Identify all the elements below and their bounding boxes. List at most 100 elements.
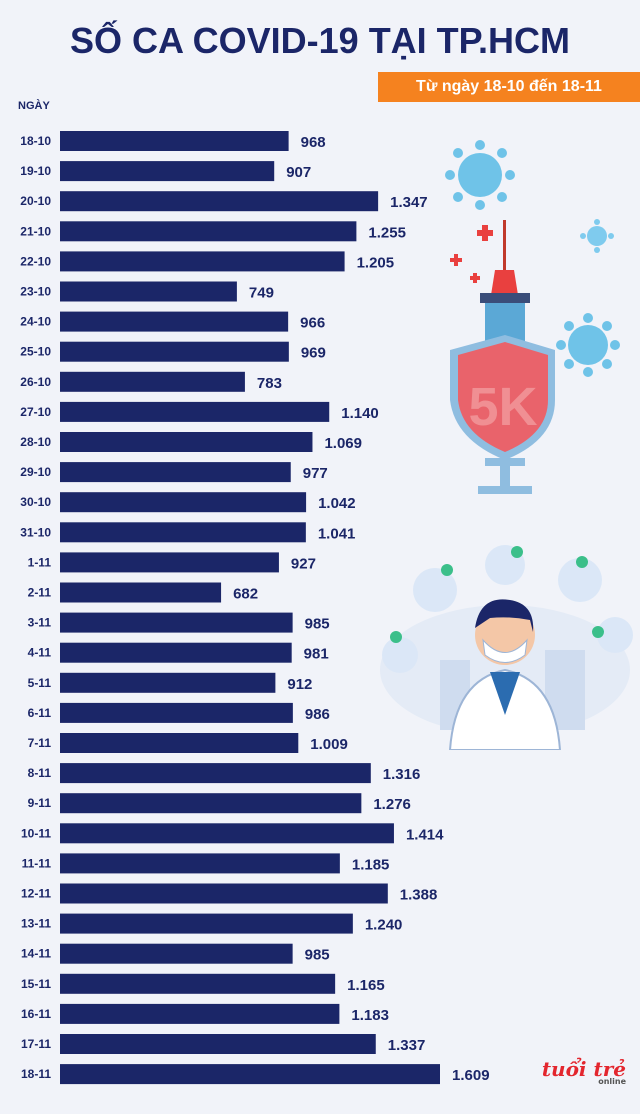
category-label: 31-10 — [20, 525, 51, 539]
value-label: 1.069 — [324, 435, 362, 452]
category-label: 7-11 — [28, 736, 52, 750]
bar — [60, 522, 306, 543]
category-label: 30-10 — [20, 495, 51, 509]
value-label: 1.140 — [341, 405, 379, 422]
category-label: 28-10 — [20, 435, 51, 449]
value-label: 968 — [301, 134, 326, 151]
value-label: 682 — [233, 586, 258, 603]
value-label: 1.337 — [388, 1037, 426, 1054]
bar — [60, 492, 307, 513]
category-label: 14-11 — [21, 947, 51, 961]
category-label: 10-11 — [21, 826, 51, 840]
category-label: 5-11 — [28, 676, 52, 690]
bar — [60, 371, 245, 392]
plus-icon — [450, 225, 493, 283]
bar — [60, 552, 279, 573]
bar — [60, 191, 379, 212]
bar — [60, 311, 289, 332]
value-label: 1.041 — [318, 525, 356, 542]
bar — [60, 763, 371, 784]
bar — [60, 341, 289, 362]
category-label: 17-11 — [21, 1037, 51, 1051]
value-label: 1.276 — [373, 796, 411, 813]
category-label: 16-11 — [21, 1007, 51, 1021]
category-label: 2-11 — [28, 586, 52, 600]
category-label: 12-11 — [21, 887, 51, 901]
bar — [60, 793, 362, 814]
category-label: 20-10 — [20, 194, 51, 208]
logo-subtext: online — [598, 1077, 626, 1086]
value-label: 1.165 — [347, 977, 385, 994]
bar — [60, 221, 357, 242]
value-label: 986 — [305, 706, 330, 723]
virus-icon — [445, 140, 515, 210]
category-label: 27-10 — [20, 405, 51, 419]
category-label: 18-11 — [21, 1067, 51, 1081]
doctor-with-mask-icon — [380, 545, 633, 750]
bar — [60, 823, 394, 844]
category-label: 18-10 — [20, 134, 51, 148]
value-label: 966 — [300, 315, 325, 332]
value-label: 907 — [286, 164, 311, 181]
bar — [60, 462, 291, 483]
bar — [60, 883, 388, 904]
shield-5k-label: 5K — [468, 377, 537, 437]
bar — [60, 1034, 376, 1054]
value-label: 1.388 — [400, 887, 438, 904]
category-label: 3-11 — [28, 616, 52, 630]
bar — [60, 1003, 340, 1024]
category-label: 11-11 — [22, 856, 52, 870]
virus-icon — [580, 219, 614, 253]
value-label: 927 — [291, 555, 316, 572]
value-label: 783 — [257, 375, 282, 392]
value-label: 1.347 — [390, 194, 428, 211]
value-label: 1.414 — [406, 826, 444, 843]
category-label: 26-10 — [20, 375, 51, 389]
bar — [60, 281, 237, 302]
value-label: 981 — [304, 646, 329, 663]
value-label: 1.205 — [357, 254, 395, 271]
bar — [60, 432, 313, 452]
value-label: 912 — [287, 676, 312, 693]
bar — [60, 251, 345, 272]
value-label: 985 — [305, 947, 330, 964]
bar — [60, 612, 293, 633]
date-range-badge: Từ ngày 18-10 đến 18-11 — [378, 72, 640, 102]
category-label: 22-10 — [20, 254, 51, 268]
bar — [60, 161, 275, 182]
category-label: 1-11 — [28, 555, 52, 569]
syringe-shield-5k-icon: 5K — [445, 140, 620, 494]
value-label: 1.009 — [310, 736, 348, 753]
category-label: 8-11 — [28, 766, 52, 780]
category-label: 6-11 — [28, 706, 52, 720]
bar — [60, 943, 293, 964]
bar — [60, 131, 289, 151]
bar — [60, 973, 336, 994]
bar — [60, 853, 340, 874]
bar — [60, 913, 353, 934]
tuoi-tre-logo: tuổi trẻ online — [542, 1057, 626, 1086]
category-label: 29-10 — [20, 465, 51, 479]
value-label: 1.042 — [318, 495, 356, 512]
category-label: 15-11 — [21, 977, 51, 991]
category-label: 24-10 — [20, 315, 51, 329]
value-label: 1.255 — [368, 224, 406, 241]
value-label: 1.183 — [351, 1007, 389, 1024]
value-label: 1.185 — [352, 856, 390, 873]
value-label: 1.240 — [365, 917, 403, 934]
category-label: 13-11 — [21, 917, 51, 931]
value-label: 1.609 — [452, 1067, 490, 1084]
bar — [60, 702, 293, 723]
category-label: 21-10 — [20, 224, 51, 238]
category-label: 19-10 — [20, 164, 51, 178]
virus-icon — [556, 313, 620, 377]
bar — [60, 401, 330, 422]
logo-text: tuổi trẻ — [541, 1057, 626, 1081]
value-label: 969 — [301, 345, 326, 362]
page-title: SỐ CA COVID-19 TẠI TP.HCM — [69, 20, 571, 61]
bar — [60, 1064, 440, 1085]
value-label: 977 — [303, 465, 328, 482]
value-label: 1.316 — [383, 766, 421, 783]
